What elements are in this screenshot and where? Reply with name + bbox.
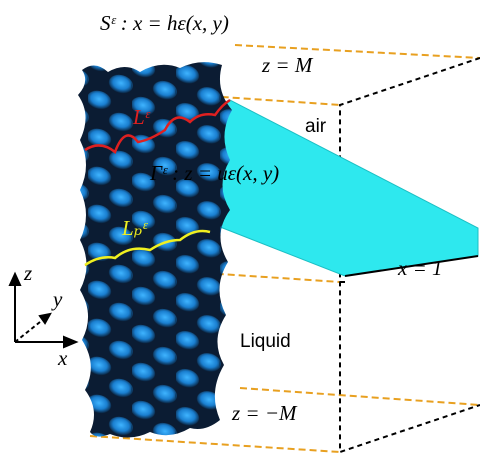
wall <box>78 62 232 437</box>
top-label: z = M <box>261 53 314 77</box>
axis-x-label: x <box>57 346 68 370</box>
interface-label: Γᵋ : z = uε(x, y) <box>149 161 279 185</box>
bottom-label: z = −M <box>231 401 298 425</box>
axis-z-label: z <box>23 261 32 285</box>
far-wall-label: x = 1 <box>397 256 443 280</box>
axes <box>10 274 76 347</box>
surface-label: Sᵋ : x = hε(x, y) <box>100 11 229 35</box>
liquid-label: Liquid <box>240 331 291 352</box>
diagram: Sᵋ : x = hε(x, y) z = M air Lᵋ Γᵋ : z = … <box>0 0 480 456</box>
air-label: air <box>305 116 327 137</box>
axis-y-label: y <box>51 287 63 311</box>
contact-line-label: Lᵋ <box>132 105 151 129</box>
pinned-line-label: Lₚᵋ <box>121 216 148 240</box>
